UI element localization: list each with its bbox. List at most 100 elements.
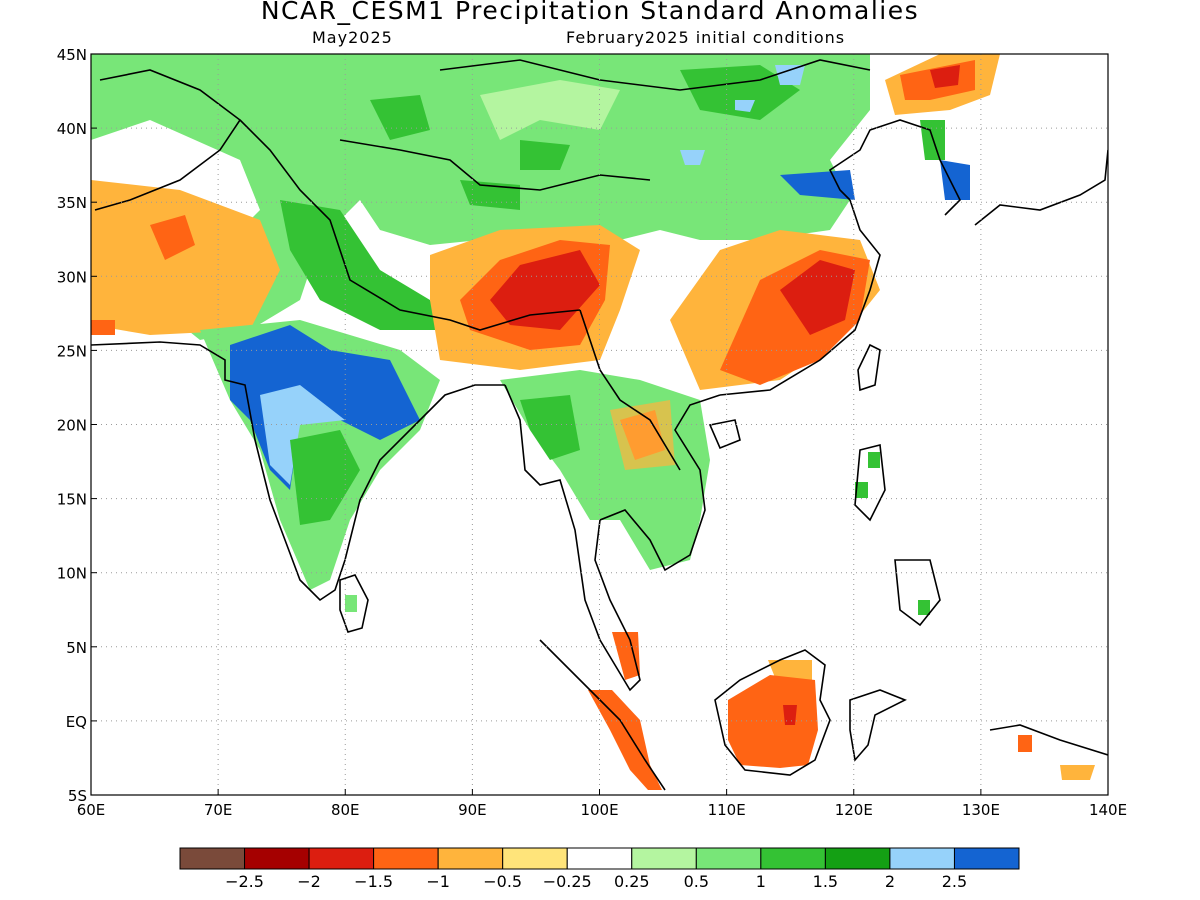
border-central-asia bbox=[94, 69, 242, 211]
tick-label-lon: 60E bbox=[77, 801, 106, 819]
tick-label-lat: 5N bbox=[66, 639, 87, 657]
colorbar-label: 0.5 bbox=[684, 872, 709, 891]
coast-mindanao bbox=[894, 559, 941, 627]
colorbar-swatch bbox=[373, 847, 439, 870]
colorbar-swatch bbox=[631, 847, 697, 870]
tick-label-lat: 30N bbox=[57, 268, 87, 286]
colorbar-swatch bbox=[179, 847, 246, 870]
coast-borneo bbox=[714, 649, 831, 776]
coast-new-guinea bbox=[989, 724, 1108, 756]
tick-label-lat: 20N bbox=[57, 417, 87, 435]
coastlines bbox=[91, 59, 1108, 791]
colorbar-label: −2 bbox=[297, 872, 321, 891]
shade-green-himalaya bbox=[280, 200, 440, 330]
tick-label-lat: 35N bbox=[57, 194, 87, 212]
tick-label-lon: 110E bbox=[708, 801, 746, 819]
tick-label-lat: 10N bbox=[57, 565, 87, 583]
shade-green-philippines-2 bbox=[855, 482, 868, 498]
shade-blue-light-north-3 bbox=[680, 150, 705, 165]
colorbar-label: −1 bbox=[426, 872, 450, 891]
shade-yellow-afghanistan bbox=[91, 180, 280, 335]
colorbar-swatch bbox=[824, 847, 891, 870]
shade-red-southeast-china bbox=[780, 260, 855, 335]
tick-label-lat: 5S bbox=[68, 787, 87, 805]
colorbar-label: 1.5 bbox=[813, 872, 838, 891]
colorbar-label: −1.5 bbox=[354, 872, 393, 891]
colorbar-swatch bbox=[889, 847, 955, 870]
tick-label-lon: 140E bbox=[1089, 801, 1127, 819]
tick-label-lon: 90E bbox=[458, 801, 487, 819]
tick-label-lat: 15N bbox=[57, 491, 87, 509]
shade-green-philippines-3 bbox=[918, 600, 930, 615]
border-himalaya bbox=[239, 119, 581, 331]
colorbar-label: −0.5 bbox=[483, 872, 522, 891]
shade-green-dark-myanmar bbox=[520, 395, 580, 460]
shade-green-dark-china-3 bbox=[680, 65, 800, 120]
shade-orange-sumatra bbox=[588, 690, 662, 790]
shade-orange-malaya bbox=[612, 632, 640, 680]
colorbar-swatch bbox=[566, 847, 633, 870]
coast-sulawesi bbox=[849, 689, 907, 762]
colorbar-label: 1 bbox=[756, 872, 766, 891]
shade-blue-north-china bbox=[780, 170, 855, 200]
colorbar-label: 0.25 bbox=[614, 872, 650, 891]
coast-arabian-sea-india bbox=[91, 341, 505, 602]
colorbar-swatch bbox=[502, 847, 568, 870]
colorbar-label: 2.5 bbox=[942, 872, 967, 891]
shade-blue-korea bbox=[940, 160, 970, 200]
shade-red-borneo bbox=[783, 705, 797, 725]
colorbar-label: 2 bbox=[885, 872, 895, 891]
forecast-month: May2025 bbox=[312, 28, 393, 47]
colorbar-label: −0.25 bbox=[543, 872, 592, 891]
shade-blue-light-north-2 bbox=[735, 100, 755, 112]
shade-green-philippines-1 bbox=[868, 452, 880, 468]
colorbar-swatch bbox=[695, 847, 762, 870]
shade-red-northeast bbox=[930, 65, 960, 88]
tick-label-lat: EQ bbox=[66, 713, 87, 731]
coast-sumatra bbox=[539, 639, 666, 791]
coast-south-china bbox=[719, 199, 881, 396]
coast-japan bbox=[974, 149, 1108, 226]
gridlines bbox=[91, 54, 1108, 795]
coast-north-china bbox=[828, 119, 961, 216]
tick-label-lon: 100E bbox=[580, 801, 618, 819]
shade-orange-new-guinea bbox=[1018, 735, 1032, 752]
shade-green-sri-lanka bbox=[345, 595, 357, 612]
tick-label-lon: 70E bbox=[204, 801, 233, 819]
anomaly-shading bbox=[91, 54, 1095, 790]
colorbar-swatch bbox=[244, 847, 310, 870]
shade-blue-light-india bbox=[260, 385, 345, 485]
colorbar-swatch bbox=[953, 847, 1020, 870]
coast-taiwan bbox=[857, 343, 881, 392]
tick-label-lon: 130E bbox=[962, 801, 1000, 819]
tick-label-lat: 40N bbox=[57, 120, 87, 138]
initial-conditions: February2025 initial conditions bbox=[566, 28, 846, 47]
axis-ticks: 60E 70E 80E 90E 100E 110E 120E 130E 140E 45N 40N 35… bbox=[57, 46, 1127, 819]
colorbar-swatch bbox=[760, 847, 826, 870]
shade-yellow-new-guinea bbox=[1060, 765, 1095, 780]
colorbar: −2.5 −2 −1.5 −1 −0.5 −0.25 0.25 0.5 1 1.5 2 2.5 bbox=[179, 847, 1020, 891]
tick-label-lon: 120E bbox=[835, 801, 873, 819]
colorbar-swatch bbox=[437, 847, 504, 870]
shade-blue-light-north-1 bbox=[775, 65, 805, 85]
coast-hainan bbox=[708, 419, 741, 450]
tick-label-lon: 80E bbox=[331, 801, 360, 819]
coast-luzon bbox=[854, 444, 886, 522]
border-mongolia bbox=[439, 59, 871, 91]
colorbar-swatch bbox=[308, 847, 375, 870]
colorbar-label: −2.5 bbox=[225, 872, 264, 891]
shade-orange-borneo bbox=[728, 675, 818, 768]
coast-sri-lanka bbox=[339, 574, 369, 633]
coast-indochina bbox=[504, 384, 721, 692]
shade-yellow-laos bbox=[610, 400, 675, 470]
shade-orange-afghanistan bbox=[150, 215, 195, 260]
shade-green-dark-india bbox=[290, 430, 360, 525]
shade-green-dark-china-1 bbox=[370, 95, 430, 140]
border-indochina bbox=[579, 309, 681, 471]
tick-label-lat: 45N bbox=[57, 46, 87, 64]
shade-green-light-china bbox=[480, 80, 620, 140]
tick-label-lat: 25N bbox=[57, 342, 87, 360]
shade-orange-west-edge bbox=[91, 320, 115, 335]
shade-green-dark-china-2 bbox=[520, 140, 570, 170]
